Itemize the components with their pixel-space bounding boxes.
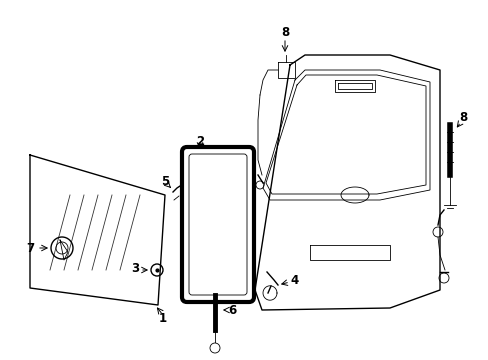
Circle shape xyxy=(438,273,448,283)
Text: 3: 3 xyxy=(131,261,139,274)
Circle shape xyxy=(209,343,220,353)
Text: 1: 1 xyxy=(159,311,167,324)
Circle shape xyxy=(432,227,442,237)
Text: 8: 8 xyxy=(458,112,466,125)
Circle shape xyxy=(256,181,264,189)
Text: 7: 7 xyxy=(26,242,34,255)
Circle shape xyxy=(51,237,73,259)
Circle shape xyxy=(151,264,163,276)
Text: 6: 6 xyxy=(227,303,236,316)
Text: 5: 5 xyxy=(161,175,169,189)
Circle shape xyxy=(56,242,68,254)
Text: 2: 2 xyxy=(196,135,203,148)
Text: 8: 8 xyxy=(280,26,288,39)
Text: 4: 4 xyxy=(290,274,299,287)
